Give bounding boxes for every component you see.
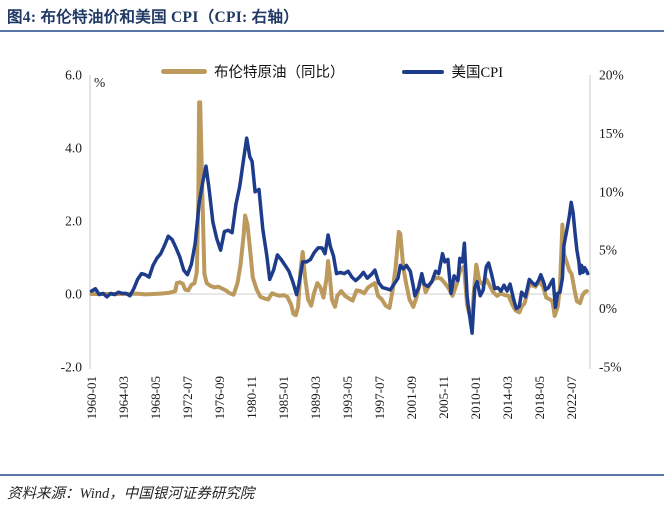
right-axis-tick-label: 0% [599, 301, 617, 316]
x-axis-tick-label: 1972-07 [180, 376, 195, 420]
footer-divider [0, 474, 664, 476]
left-axis-tick-label: 6.0 [65, 68, 82, 83]
x-axis-tick-label: 2018-05 [532, 376, 547, 419]
dual-axis-line-chart: 6.0 4.0 2.0 0.0 -2.0% 20% 15% 10% 5% 0% -5% 1960-01… [61, 68, 624, 420]
title-divider [0, 30, 664, 32]
x-axis-tick-label: 1993-05 [340, 376, 355, 419]
figure-title: 图4: 布伦特油价和美国 CPI（CPI: 右轴） [7, 9, 300, 26]
x-axis-tick-label: 2005-11 [436, 376, 451, 419]
right-axis-tick-label: 5% [599, 243, 617, 258]
x-axis-tick-label: 2022-07 [564, 376, 579, 420]
x-axis-tick-label: 2014-03 [500, 376, 515, 419]
x-axis-tick-label: 1997-07 [372, 376, 387, 420]
right-axis-tick-label: 20% [599, 68, 624, 83]
left-axis-unit-label: % [94, 75, 105, 90]
x-axis-tick-label: 1968-05 [148, 376, 163, 419]
x-axis-tick-label: 1989-03 [308, 376, 323, 419]
cpi-series-line [89, 136, 590, 335]
left-axis-tick-label: 4.0 [65, 141, 82, 156]
x-axis-tick-label: 1960-01 [84, 376, 99, 419]
left-axis-tick-label: -2.0 [61, 360, 83, 375]
x-axis-tick-label: 1964-03 [116, 376, 131, 419]
right-axis-tick-label: 15% [599, 126, 624, 141]
legend-label-brent: 布伦特原油（同比） [213, 65, 345, 81]
x-axis-tick-label: 1980-11 [244, 376, 259, 419]
x-axis-tick-label: 1976-09 [212, 376, 227, 419]
chart-legend: 布伦特原油（同比） 美国CPI [0, 61, 664, 82]
legend-item-cpi: 美国CPI [402, 61, 503, 82]
x-axis-tick-label: 2010-01 [468, 376, 483, 419]
brent-line-swatch-icon [160, 69, 207, 74]
legend-item-brent: 布伦特原油（同比） [160, 61, 345, 82]
x-axis-tick-label: 2001-09 [404, 376, 419, 419]
cpi-line-swatch-icon [402, 69, 445, 74]
brent-series-line [89, 100, 589, 318]
chart-canvas: 6.0 4.0 2.0 0.0 -2.0% 20% 15% 10% 5% 0% -5% 1960-01… [61, 68, 624, 420]
left-axis-tick-label: 2.0 [65, 214, 82, 229]
source-note: 资料来源：Wind，中国银河证券研究院 [7, 486, 255, 502]
x-axis-tick-label: 1985-01 [276, 376, 291, 419]
legend-label-cpi: 美国CPI [451, 65, 504, 81]
right-axis-tick-label: -5% [599, 360, 622, 375]
left-axis-tick-label: 0.0 [65, 287, 82, 302]
right-axis-tick-label: 10% [599, 184, 624, 199]
